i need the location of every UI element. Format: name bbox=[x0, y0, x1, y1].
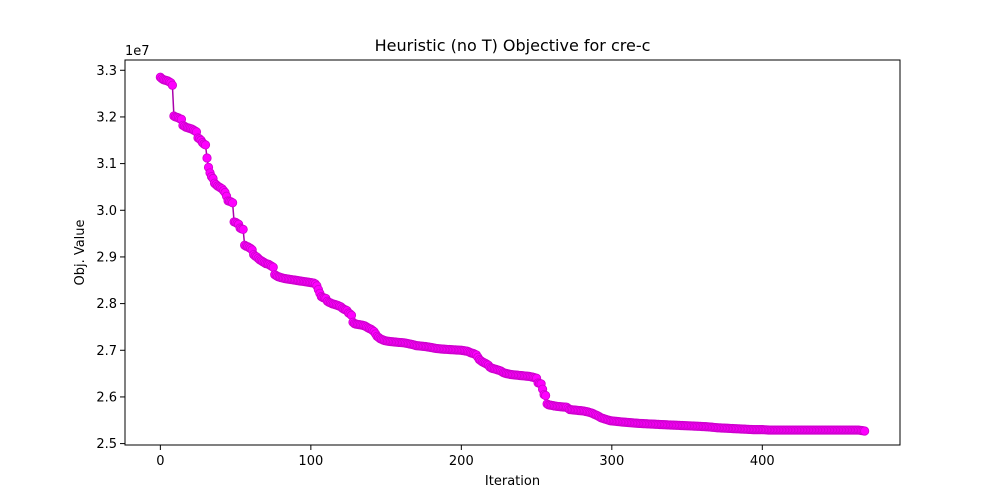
plot-area-background bbox=[125, 60, 900, 445]
data-point bbox=[541, 390, 551, 401]
chart-title: Heuristic (no T) Objective for cre-c bbox=[375, 36, 651, 55]
data-point bbox=[167, 80, 177, 90]
y-axis-label: Obj. Value bbox=[73, 219, 88, 285]
x-tick-label: 100 bbox=[298, 454, 323, 469]
y-tick-label: 3.1 bbox=[96, 157, 117, 172]
y-tick-label: 3.0 bbox=[96, 204, 117, 219]
data-point bbox=[228, 198, 238, 208]
x-tick-label: 300 bbox=[599, 454, 624, 469]
x-tick-label: 0 bbox=[156, 454, 164, 469]
data-point bbox=[860, 426, 870, 436]
data-point bbox=[268, 262, 278, 272]
x-axis-label: Iteration bbox=[485, 474, 540, 489]
x-tick-label: 200 bbox=[449, 454, 474, 469]
y-tick-label: 2.6 bbox=[96, 390, 117, 405]
data-point bbox=[202, 153, 212, 163]
x-tick-label: 400 bbox=[750, 454, 775, 469]
plot-frame bbox=[124, 59, 901, 446]
axes-layer: 0 100 200 300 400 2.5 2.6 2.7 2.8 2.9 3.0 3.1 3.2 3.3 bbox=[96, 64, 774, 469]
y-tick-label: 2.7 bbox=[96, 344, 117, 359]
data-point bbox=[200, 140, 211, 150]
data-point bbox=[238, 224, 248, 234]
y-tick-label: 3.3 bbox=[96, 64, 117, 79]
y-tick-label: 2.8 bbox=[96, 297, 117, 312]
y-axis-scale-label: 1e7 bbox=[125, 44, 150, 59]
y-tick-label: 2.9 bbox=[96, 250, 117, 265]
y-tick-label: 2.5 bbox=[96, 437, 117, 452]
series-layer bbox=[155, 72, 870, 436]
y-tick-label: 3.2 bbox=[96, 110, 117, 125]
